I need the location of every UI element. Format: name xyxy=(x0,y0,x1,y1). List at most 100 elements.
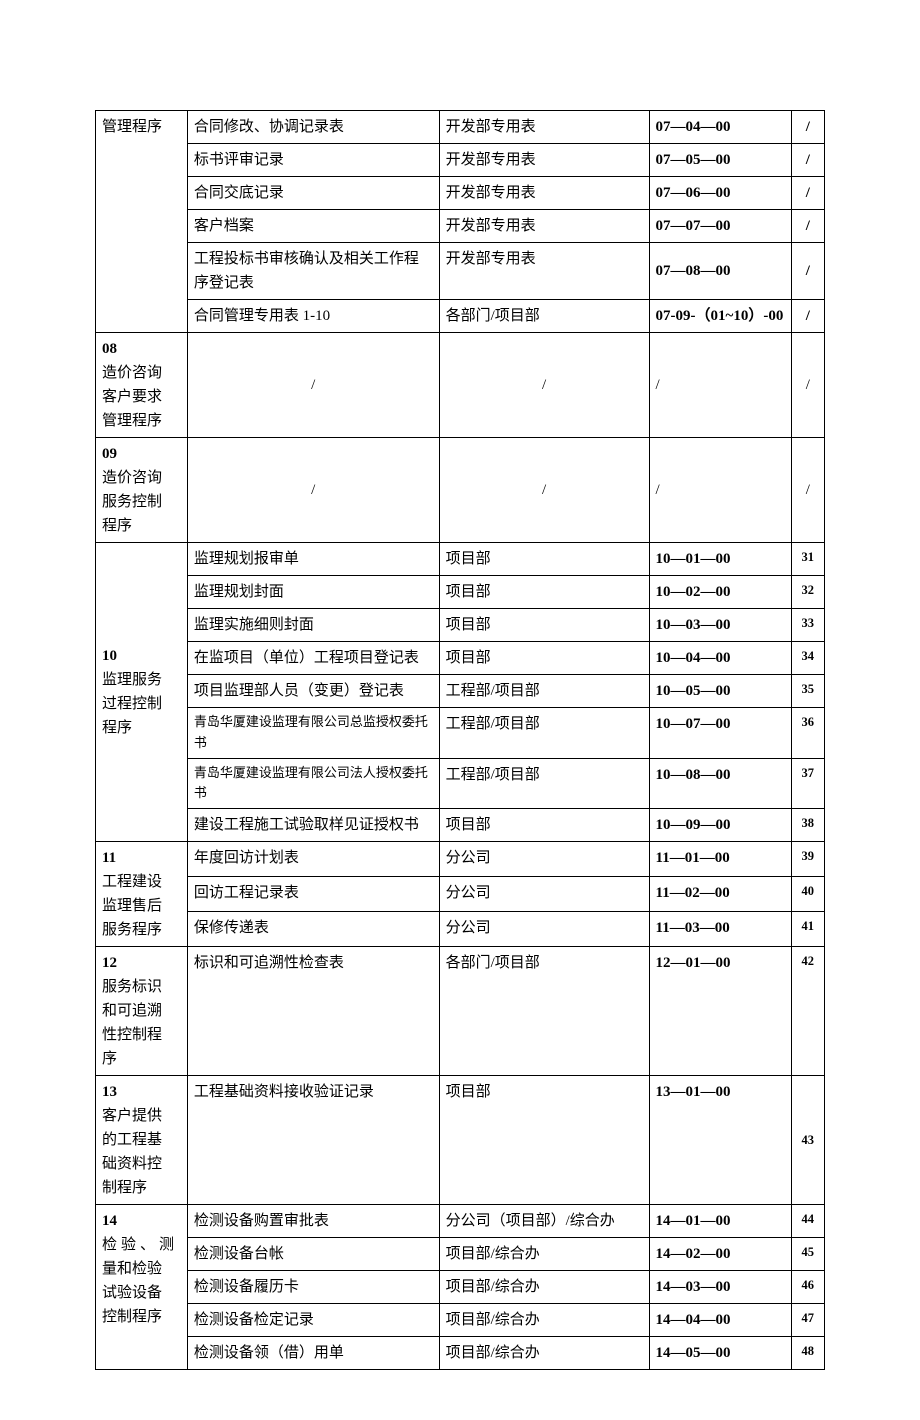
cell-seq: 46 xyxy=(791,1271,824,1304)
cell-dept: / xyxy=(439,333,649,438)
cell-seq: / xyxy=(791,210,824,243)
cell-seq: 32 xyxy=(791,576,824,609)
table-row: 青岛华厦建设监理有限公司法人授权委托书 工程部/项目部 10—08—00 37 xyxy=(96,758,825,809)
cat-num: 09 xyxy=(102,446,117,462)
cat-num: 11 xyxy=(102,850,116,866)
cell-seq: 35 xyxy=(791,675,824,708)
cell-docname: 检测设备履历卡 xyxy=(187,1271,439,1304)
cell-docname: / xyxy=(187,333,439,438)
cat-text: 和可追溯 xyxy=(102,1003,162,1019)
table-row: 14检验、测量和检验试验设备控制程序 检测设备购置审批表 分公司（项目部）/综合… xyxy=(96,1205,825,1238)
cat-text: 客户要求 xyxy=(102,389,162,405)
cell-code: 11—02—00 xyxy=(649,877,791,912)
cell-dept: 工程部/项目部 xyxy=(439,675,649,708)
cat-text: 试验设备 xyxy=(102,1285,162,1301)
cell-code: 10—08—00 xyxy=(649,758,791,809)
cell-seq: / xyxy=(791,144,824,177)
cell-seq: 41 xyxy=(791,912,824,947)
table-row: 在监项目（单位）工程项目登记表 项目部 10—04—00 34 xyxy=(96,642,825,675)
cell-category: 14 检验、测量和检验试验设备控制程序 xyxy=(96,1205,188,1370)
cell-dept: 项目部/综合办 xyxy=(439,1271,649,1304)
cell-seq: / xyxy=(791,177,824,210)
cell-code: 14—05—00 xyxy=(649,1337,791,1370)
cell-docname: 检测设备台帐 xyxy=(187,1238,439,1271)
cell-code: 07-09-（01~10）-00 xyxy=(649,300,791,333)
table-row: 监理规划封面 项目部 10—02—00 32 xyxy=(96,576,825,609)
cell-code: 10—02—00 xyxy=(649,576,791,609)
table-row: 建设工程施工试验取样见证授权书 项目部 10—09—00 38 xyxy=(96,809,825,842)
cell-code: 10—05—00 xyxy=(649,675,791,708)
cell-dept: 项目部 xyxy=(439,642,649,675)
cell-seq: 47 xyxy=(791,1304,824,1337)
table-row: 12服务标识和可追溯性控制程序 标识和可追溯性检查表 各部门/项目部 12—01… xyxy=(96,947,825,1076)
table-row: 合同交底记录 开发部专用表 07—06—00 / xyxy=(96,177,825,210)
table-row: 检测设备检定记录 项目部/综合办 14—04—00 47 xyxy=(96,1304,825,1337)
cell-seq: 48 xyxy=(791,1337,824,1370)
cell-category: 10监理服务过程控制程序 xyxy=(96,543,188,842)
table-row: 回访工程记录表 分公司 11—02—00 40 xyxy=(96,877,825,912)
table-row: 09造价咨询服务控制程序 / / / / xyxy=(96,438,825,543)
cell-code: 07—07—00 xyxy=(649,210,791,243)
cell-docname: 监理规划封面 xyxy=(187,576,439,609)
cell-code: 12—01—00 xyxy=(649,947,791,1076)
table-row: 保修传递表 分公司 11—03—00 41 xyxy=(96,912,825,947)
cell-dept: 项目部/综合办 xyxy=(439,1304,649,1337)
cat-text: 础资料控 xyxy=(102,1156,162,1172)
cell-category: 12服务标识和可追溯性控制程序 xyxy=(96,947,188,1076)
cell-docname: 在监项目（单位）工程项目登记表 xyxy=(187,642,439,675)
cat-text: 造价咨询 xyxy=(102,470,162,486)
cat-num: 12 xyxy=(102,955,117,971)
table-row: 监理实施细则封面 项目部 10—03—00 33 xyxy=(96,609,825,642)
cell-dept: 项目部 xyxy=(439,576,649,609)
cell-docname: / xyxy=(187,438,439,543)
table-row: 青岛华厦建设监理有限公司总监授权委托书 工程部/项目部 10—07—00 36 xyxy=(96,708,825,759)
cell-code: 07—08—00 xyxy=(649,243,791,300)
cell-docname: 合同修改、协调记录表 xyxy=(187,111,439,144)
cat-text: 检验、测 xyxy=(102,1237,178,1253)
cell-docname: 检测设备检定记录 xyxy=(187,1304,439,1337)
cell-dept: 开发部专用表 xyxy=(439,243,649,300)
cell-docname: 年度回访计划表 xyxy=(187,842,439,877)
cell-dept: 项目部 xyxy=(439,1076,649,1205)
cat-text: 量和检验 xyxy=(102,1261,162,1277)
table-row: 检测设备领（借）用单 项目部/综合办 14—05—00 48 xyxy=(96,1337,825,1370)
table-row: 合同管理专用表 1-10 各部门/项目部 07-09-（01~10）-00 / xyxy=(96,300,825,333)
cell-code: 10—03—00 xyxy=(649,609,791,642)
cell-code: 11—01—00 xyxy=(649,842,791,877)
cell-docname: 合同管理专用表 1-10 xyxy=(187,300,439,333)
cell-code: 14—01—00 xyxy=(649,1205,791,1238)
cell-dept: 工程部/项目部 xyxy=(439,758,649,809)
cell-seq: 40 xyxy=(791,877,824,912)
table-row: 客户档案 开发部专用表 07—07—00 / xyxy=(96,210,825,243)
cell-seq: 44 xyxy=(791,1205,824,1238)
cell-code: 14—03—00 xyxy=(649,1271,791,1304)
table-row: 检测设备台帐 项目部/综合办 14—02—00 45 xyxy=(96,1238,825,1271)
cat-num: 10 xyxy=(102,648,117,664)
cell-seq: 43 xyxy=(791,1076,824,1205)
table-row: 13客户提供的工程基础资料控制程序 工程基础资料接收验证记录 项目部 13—01… xyxy=(96,1076,825,1205)
cell-seq: 36 xyxy=(791,708,824,759)
cell-code: 10—01—00 xyxy=(649,543,791,576)
cell-docname: 标书评审记录 xyxy=(187,144,439,177)
cell-code: 14—04—00 xyxy=(649,1304,791,1337)
cat-text: 服务程序 xyxy=(102,922,162,938)
cell-docname: 标识和可追溯性检查表 xyxy=(187,947,439,1076)
cell-code: 14—02—00 xyxy=(649,1238,791,1271)
table-row: 项目监理部人员（变更）登记表 工程部/项目部 10—05—00 35 xyxy=(96,675,825,708)
cell-dept: 项目部/综合办 xyxy=(439,1337,649,1370)
cell-dept: 各部门/项目部 xyxy=(439,300,649,333)
cat-num: 14 xyxy=(102,1213,117,1229)
cell-docname: 监理规划报审单 xyxy=(187,543,439,576)
cell-category: 08造价咨询客户要求管理程序 xyxy=(96,333,188,438)
table-row: 11工程建设监理售后服务程序 年度回访计划表 分公司 11—01—00 39 xyxy=(96,842,825,877)
table-row: 10监理服务过程控制程序 监理规划报审单 项目部 10—01—00 31 xyxy=(96,543,825,576)
cell-docname: 青岛华厦建设监理有限公司总监授权委托书 xyxy=(187,708,439,759)
cell-seq: / xyxy=(791,111,824,144)
cell-code: 13—01—00 xyxy=(649,1076,791,1205)
cell-category: 管理程序 xyxy=(96,111,188,333)
cell-docname: 检测设备购置审批表 xyxy=(187,1205,439,1238)
cat-text: 控制程序 xyxy=(102,1309,162,1325)
table-row: 标书评审记录 开发部专用表 07—05—00 / xyxy=(96,144,825,177)
cat-num: 08 xyxy=(102,341,117,357)
cell-docname: 保修传递表 xyxy=(187,912,439,947)
